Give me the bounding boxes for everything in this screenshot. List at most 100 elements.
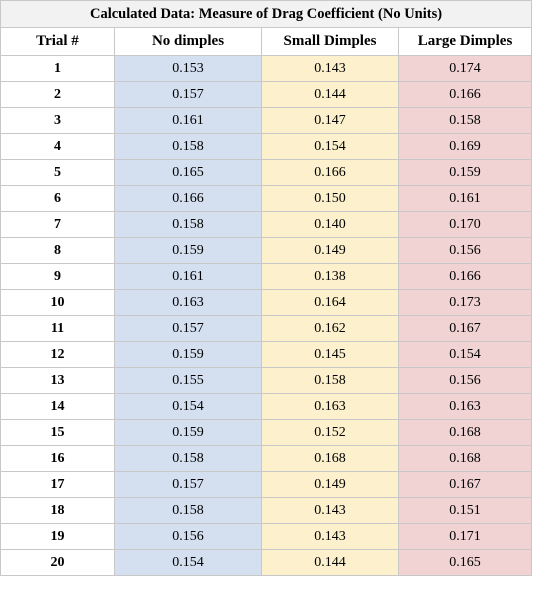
- no-dimples-cell: 0.158: [114, 211, 262, 238]
- no-dimples-cell: 0.161: [114, 107, 262, 134]
- large-dimples-cell: 0.163: [397, 393, 533, 420]
- table-row: 20 0.154 0.144 0.165: [0, 549, 533, 576]
- trial-number-cell: 19: [0, 523, 115, 550]
- trial-number-cell: 20: [0, 549, 115, 576]
- table-row: 12 0.159 0.145 0.154: [0, 341, 533, 368]
- trial-number-cell: 2: [0, 81, 115, 108]
- trial-number-cell: 10: [0, 289, 115, 316]
- no-dimples-cell: 0.158: [114, 497, 262, 524]
- trial-number-cell: 1: [0, 55, 115, 82]
- large-dimples-cell: 0.173: [397, 289, 533, 316]
- table-row: 6 0.166 0.150 0.161: [0, 185, 533, 212]
- large-dimples-cell: 0.165: [397, 549, 533, 576]
- large-dimples-cell: 0.166: [397, 263, 533, 290]
- small-dimples-cell: 0.164: [261, 289, 399, 316]
- large-dimples-cell: 0.168: [397, 419, 533, 446]
- table-row: 13 0.155 0.158 0.156: [0, 367, 533, 394]
- large-dimples-cell: 0.167: [397, 471, 533, 498]
- no-dimples-cell: 0.158: [114, 133, 262, 160]
- trial-number-cell: 9: [0, 263, 115, 290]
- small-dimples-cell: 0.147: [261, 107, 399, 134]
- no-dimples-cell: 0.156: [114, 523, 262, 550]
- trial-number-cell: 4: [0, 133, 115, 160]
- small-dimples-cell: 0.143: [261, 497, 399, 524]
- table-title: Calculated Data: Measure of Drag Coeffic…: [0, 0, 533, 28]
- small-dimples-cell: 0.140: [261, 211, 399, 238]
- table-row: 7 0.158 0.140 0.170: [0, 211, 533, 238]
- trial-number-cell: 5: [0, 159, 115, 186]
- small-dimples-cell: 0.144: [261, 549, 399, 576]
- trial-number-cell: 16: [0, 445, 115, 472]
- large-dimples-cell: 0.156: [397, 367, 533, 394]
- table-row: 15 0.159 0.152 0.168: [0, 419, 533, 446]
- small-dimples-cell: 0.168: [261, 445, 399, 472]
- small-dimples-cell: 0.143: [261, 523, 399, 550]
- no-dimples-cell: 0.159: [114, 419, 262, 446]
- trial-number-cell: 15: [0, 419, 115, 446]
- no-dimples-cell: 0.154: [114, 549, 262, 576]
- trial-number-cell: 17: [0, 471, 115, 498]
- no-dimples-cell: 0.166: [114, 185, 262, 212]
- small-dimples-cell: 0.162: [261, 315, 399, 342]
- large-dimples-cell: 0.174: [397, 55, 533, 82]
- large-dimples-cell: 0.170: [397, 211, 533, 238]
- small-dimples-cell: 0.150: [261, 185, 399, 212]
- trial-number-cell: 8: [0, 237, 115, 264]
- small-dimples-cell: 0.158: [261, 367, 399, 394]
- small-dimples-cell: 0.152: [261, 419, 399, 446]
- trial-number-cell: 14: [0, 393, 115, 420]
- no-dimples-cell: 0.159: [114, 341, 262, 368]
- table-body: 1 0.153 0.143 0.174 2 0.157 0.144 0.166 3 0.161 0.…: [0, 55, 533, 576]
- trial-number-cell: 11: [0, 315, 115, 342]
- large-dimples-cell: 0.158: [397, 107, 533, 134]
- large-dimples-cell: 0.169: [397, 133, 533, 160]
- small-dimples-cell: 0.149: [261, 237, 399, 264]
- small-dimples-cell: 0.154: [261, 133, 399, 160]
- no-dimples-cell: 0.155: [114, 367, 262, 394]
- header-small-dimples: Small Dimples: [261, 27, 399, 56]
- table-row: 19 0.156 0.143 0.171: [0, 523, 533, 550]
- header-large-dimples: Large Dimples: [397, 27, 533, 56]
- large-dimples-cell: 0.168: [397, 445, 533, 472]
- no-dimples-cell: 0.154: [114, 393, 262, 420]
- no-dimples-cell: 0.161: [114, 263, 262, 290]
- no-dimples-cell: 0.157: [114, 471, 262, 498]
- small-dimples-cell: 0.166: [261, 159, 399, 186]
- trial-number-cell: 12: [0, 341, 115, 368]
- large-dimples-cell: 0.159: [397, 159, 533, 186]
- large-dimples-cell: 0.156: [397, 237, 533, 264]
- trial-number-cell: 7: [0, 211, 115, 238]
- large-dimples-cell: 0.151: [397, 497, 533, 524]
- large-dimples-cell: 0.167: [397, 315, 533, 342]
- large-dimples-cell: 0.171: [397, 523, 533, 550]
- table-header-row: Trial # No dimples Small Dimples Large D…: [0, 27, 533, 56]
- small-dimples-cell: 0.145: [261, 341, 399, 368]
- table-title-row: Calculated Data: Measure of Drag Coeffic…: [0, 0, 533, 28]
- drag-coefficient-table: Calculated Data: Measure of Drag Coeffic…: [0, 0, 533, 576]
- no-dimples-cell: 0.153: [114, 55, 262, 82]
- no-dimples-cell: 0.157: [114, 315, 262, 342]
- table-row: 11 0.157 0.162 0.167: [0, 315, 533, 342]
- large-dimples-cell: 0.161: [397, 185, 533, 212]
- no-dimples-cell: 0.165: [114, 159, 262, 186]
- table-row: 4 0.158 0.154 0.169: [0, 133, 533, 160]
- trial-number-cell: 3: [0, 107, 115, 134]
- small-dimples-cell: 0.138: [261, 263, 399, 290]
- table-row: 8 0.159 0.149 0.156: [0, 237, 533, 264]
- table-row: 17 0.157 0.149 0.167: [0, 471, 533, 498]
- small-dimples-cell: 0.144: [261, 81, 399, 108]
- no-dimples-cell: 0.157: [114, 81, 262, 108]
- no-dimples-cell: 0.158: [114, 445, 262, 472]
- table-row: 9 0.161 0.138 0.166: [0, 263, 533, 290]
- trial-number-cell: 18: [0, 497, 115, 524]
- small-dimples-cell: 0.163: [261, 393, 399, 420]
- table-row: 10 0.163 0.164 0.173: [0, 289, 533, 316]
- table-row: 14 0.154 0.163 0.163: [0, 393, 533, 420]
- large-dimples-cell: 0.154: [397, 341, 533, 368]
- table-row: 3 0.161 0.147 0.158: [0, 107, 533, 134]
- header-no-dimples: No dimples: [114, 27, 262, 56]
- small-dimples-cell: 0.149: [261, 471, 399, 498]
- table-row: 2 0.157 0.144 0.166: [0, 81, 533, 108]
- header-trial: Trial #: [0, 27, 115, 56]
- trial-number-cell: 6: [0, 185, 115, 212]
